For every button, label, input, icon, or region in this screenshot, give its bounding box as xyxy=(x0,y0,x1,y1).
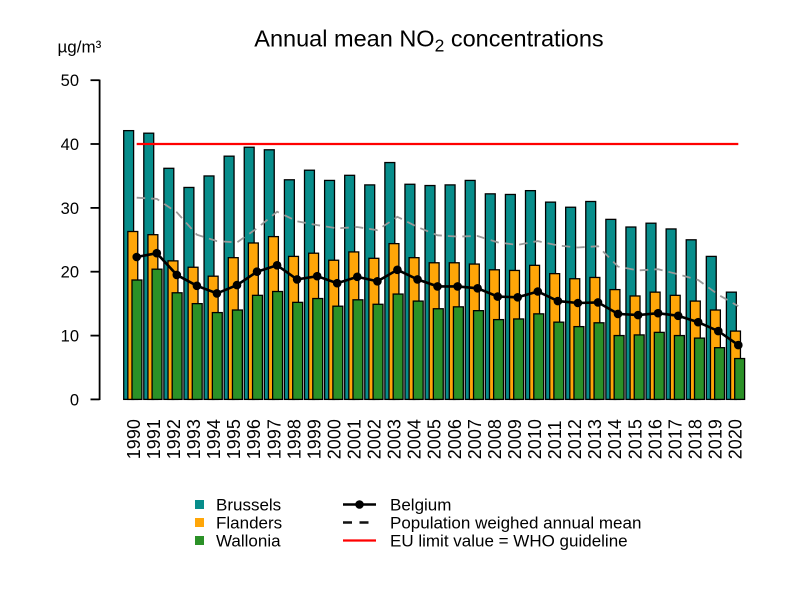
svg-text:30: 30 xyxy=(61,200,79,218)
svg-text:2001: 2001 xyxy=(345,419,365,459)
svg-text:1992: 1992 xyxy=(164,419,184,459)
svg-text:50: 50 xyxy=(61,72,79,90)
svg-text:40: 40 xyxy=(61,136,79,154)
svg-text:2000: 2000 xyxy=(324,419,344,459)
svg-text:2020: 2020 xyxy=(726,419,746,459)
svg-text:2016: 2016 xyxy=(645,419,665,459)
svg-text:EU limit value = WHO guideline: EU limit value = WHO guideline xyxy=(390,531,628,550)
svg-text:0: 0 xyxy=(70,391,79,409)
svg-text:2015: 2015 xyxy=(625,419,645,459)
svg-text:1994: 1994 xyxy=(204,419,224,459)
svg-text:2007: 2007 xyxy=(465,419,485,459)
svg-text:1993: 1993 xyxy=(184,419,204,459)
svg-text:2004: 2004 xyxy=(405,419,425,459)
svg-text:2011: 2011 xyxy=(545,420,565,459)
svg-text:2019: 2019 xyxy=(706,419,726,459)
svg-text:2006: 2006 xyxy=(445,419,465,459)
svg-text:2003: 2003 xyxy=(385,419,405,459)
svg-text:1999: 1999 xyxy=(304,419,324,459)
svg-text:1998: 1998 xyxy=(284,419,304,459)
svg-text:1995: 1995 xyxy=(224,419,244,459)
svg-text:20: 20 xyxy=(61,264,79,282)
svg-text:2014: 2014 xyxy=(605,419,625,459)
svg-text:2012: 2012 xyxy=(565,419,585,459)
svg-text:2002: 2002 xyxy=(365,419,385,459)
svg-text:Population weighed annual mean: Population weighed annual mean xyxy=(390,513,641,532)
svg-text:2018: 2018 xyxy=(685,419,705,459)
svg-text:1991: 1991 xyxy=(144,419,164,459)
svg-text:µg/m³: µg/m³ xyxy=(58,38,102,57)
svg-text:2013: 2013 xyxy=(585,419,605,459)
svg-text:1996: 1996 xyxy=(244,419,264,459)
svg-text:Belgium: Belgium xyxy=(390,495,451,514)
svg-text:2017: 2017 xyxy=(665,419,685,459)
svg-text:1990: 1990 xyxy=(124,419,144,459)
svg-text:2005: 2005 xyxy=(425,419,445,459)
svg-text:2009: 2009 xyxy=(505,419,525,459)
svg-text:1997: 1997 xyxy=(264,419,284,459)
svg-text:10: 10 xyxy=(61,328,79,346)
svg-text:2010: 2010 xyxy=(525,419,545,459)
svg-text:Flanders: Flanders xyxy=(216,513,282,532)
svg-text:Wallonia: Wallonia xyxy=(216,531,281,550)
svg-text:Annual mean NO2 concentrations: Annual mean NO2 concentrations xyxy=(254,26,603,56)
svg-text:Brussels: Brussels xyxy=(216,495,281,514)
svg-text:2008: 2008 xyxy=(485,419,505,459)
